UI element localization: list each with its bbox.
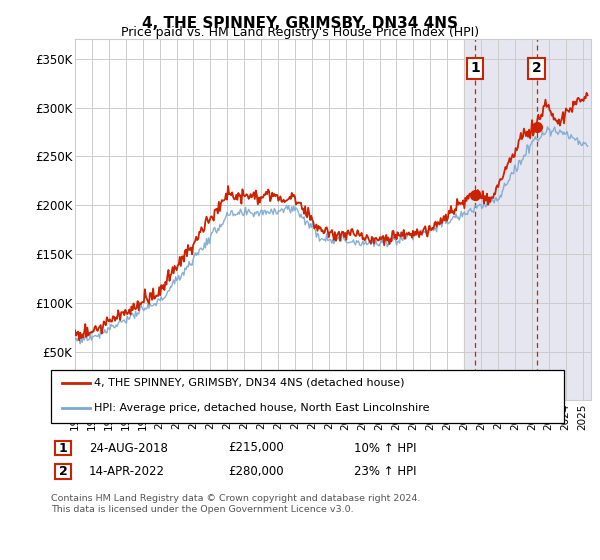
- Text: Price paid vs. HM Land Registry's House Price Index (HPI): Price paid vs. HM Land Registry's House …: [121, 26, 479, 39]
- Text: Contains HM Land Registry data © Crown copyright and database right 2024.: Contains HM Land Registry data © Crown c…: [51, 494, 421, 503]
- Text: 2: 2: [532, 62, 541, 76]
- Text: HPI: Average price, detached house, North East Lincolnshire: HPI: Average price, detached house, Nort…: [94, 403, 430, 413]
- Text: 4, THE SPINNEY, GRIMSBY, DN34 4NS (detached house): 4, THE SPINNEY, GRIMSBY, DN34 4NS (detac…: [94, 378, 404, 388]
- Text: 4, THE SPINNEY, GRIMSBY, DN34 4NS: 4, THE SPINNEY, GRIMSBY, DN34 4NS: [142, 16, 458, 31]
- Text: 14-APR-2022: 14-APR-2022: [89, 465, 165, 478]
- Text: £280,000: £280,000: [228, 465, 284, 478]
- Text: 2: 2: [59, 465, 67, 478]
- Text: £215,000: £215,000: [228, 441, 284, 455]
- Text: 1: 1: [470, 62, 480, 76]
- Text: 23% ↑ HPI: 23% ↑ HPI: [354, 465, 416, 478]
- Text: This data is licensed under the Open Government Licence v3.0.: This data is licensed under the Open Gov…: [51, 505, 353, 514]
- Bar: [464, 39, 591, 400]
- Text: 1: 1: [59, 441, 67, 455]
- Text: 24-AUG-2018: 24-AUG-2018: [89, 441, 167, 455]
- Text: 10% ↑ HPI: 10% ↑ HPI: [354, 441, 416, 455]
